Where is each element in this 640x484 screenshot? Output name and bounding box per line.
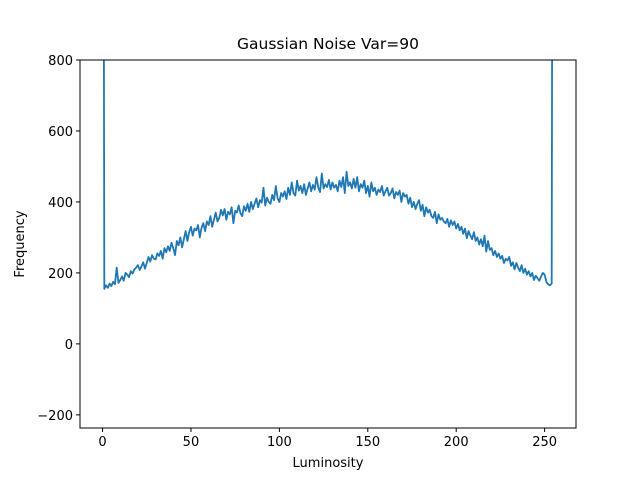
data-line	[103, 60, 553, 290]
x-axis-label: Luminosity	[293, 456, 364, 471]
y-axis-label: Frequency	[13, 210, 28, 277]
x-tick-label: 100	[267, 435, 292, 450]
y-tick-label: 0	[65, 338, 73, 353]
y-tick-label: 200	[48, 267, 73, 282]
x-tick-label: 250	[532, 435, 557, 450]
x-tick-label: 50	[183, 435, 200, 450]
y-tick-label: −200	[37, 409, 73, 424]
x-tick-label: 150	[355, 435, 380, 450]
y-tick-label: 400	[48, 196, 73, 211]
chart-title: Gaussian Noise Var=90	[237, 35, 419, 53]
x-tick-label: 200	[444, 435, 469, 450]
y-tick-label: 800	[48, 54, 73, 69]
x-tick-label: 0	[98, 435, 106, 450]
axes-frame	[79, 59, 577, 429]
plot-area	[103, 60, 553, 290]
y-tick-label: 600	[48, 125, 73, 140]
